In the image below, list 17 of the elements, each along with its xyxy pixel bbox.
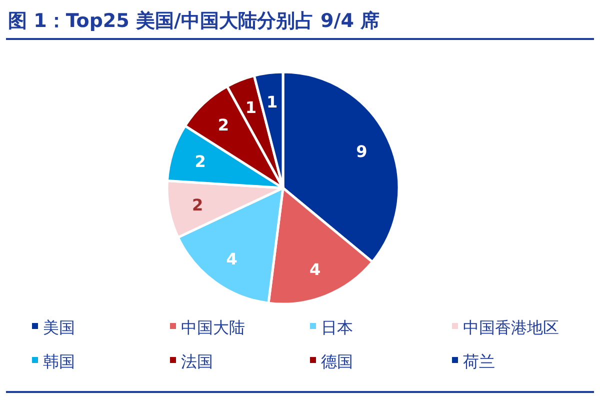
chart-title: 图 1：Top25 美国/中国大陆分别占 9/4 席 xyxy=(8,10,380,32)
data-label: 1 xyxy=(245,98,257,118)
data-label: 9 xyxy=(356,142,368,161)
data-label: 2 xyxy=(218,116,230,135)
legend-label: 荷兰 xyxy=(463,352,495,371)
legend-label: 日本 xyxy=(321,318,353,337)
data-label: 2 xyxy=(192,195,204,214)
legend-label: 韩国 xyxy=(43,352,75,371)
legend-label: 中国香港地区 xyxy=(463,318,559,337)
data-label: 1 xyxy=(266,92,278,112)
legend-label: 法国 xyxy=(181,352,213,371)
legend-label: 中国大陆 xyxy=(181,318,245,337)
legend-label: 德国 xyxy=(321,352,353,371)
data-label: 2 xyxy=(194,152,206,172)
legend-label: 美国 xyxy=(43,318,75,337)
data-label: 4 xyxy=(309,260,321,279)
data-label: 4 xyxy=(226,249,238,268)
